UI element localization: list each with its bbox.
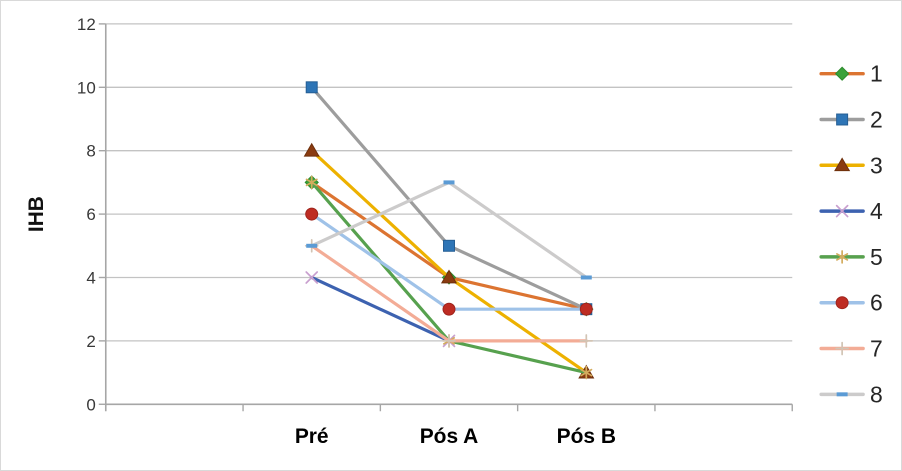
y-tick-label: 6 [86,205,95,224]
legend-label: 8 [870,381,883,407]
series-6-marker [305,207,319,221]
series-5-marker [305,178,318,187]
series-4 [305,271,456,348]
series-2-marker [443,239,455,252]
series-8-marker [580,275,592,280]
series-6-marker [579,302,593,316]
y-axis-title: IHB [25,196,48,232]
series-5-marker [580,368,593,377]
legend-item-7: 7 [819,336,883,362]
series-3-marker [303,142,320,157]
y-tick-label: 2 [86,332,95,351]
y-tick-label: 0 [86,395,95,414]
legend-label: 1 [870,61,883,87]
x-category-label: Pós A [420,425,479,448]
legend-item-4: 4 [819,198,883,224]
x-category-label: Pós B [557,425,616,448]
legend-marker [836,113,849,126]
legend-marker [836,392,848,397]
x-category-label: Pré [295,425,329,448]
y-tick-label: 12 [77,15,96,34]
legend-marker [835,204,849,218]
legend-item-6: 6 [819,290,883,316]
legend-item-2: 2 [819,106,883,132]
legend-marker [834,66,850,81]
legend-item-5: 5 [819,244,883,270]
y-tick-label: 10 [77,78,96,97]
series-8-marker [443,180,455,185]
series-8 [306,180,592,280]
legend-marker [835,296,849,310]
legend-marker [834,157,851,172]
legend-label: 4 [870,198,883,224]
legend-label: 3 [870,152,883,178]
legend-item-1: 1 [819,61,883,87]
series-8-marker [306,243,318,248]
series-2-marker [305,81,318,94]
y-tick-label: 4 [86,268,95,287]
legend-item-3: 3 [819,152,883,178]
y-tick-label: 8 [86,142,95,161]
legend-label: 5 [870,244,883,270]
legend: 1 2 3 4 5 6 7 8 [819,61,883,407]
legend-label: 6 [870,290,883,316]
legend-marker [836,253,849,261]
series-6-marker [442,302,456,316]
series-4-marker [305,271,319,284]
series-4-line [310,275,451,343]
legend-label: 7 [870,336,883,362]
legend-item-8: 8 [819,381,883,407]
series-6 [305,207,593,316]
series-7-line [310,244,588,343]
series-3-marker [440,269,458,284]
legend-label: 2 [870,106,883,132]
